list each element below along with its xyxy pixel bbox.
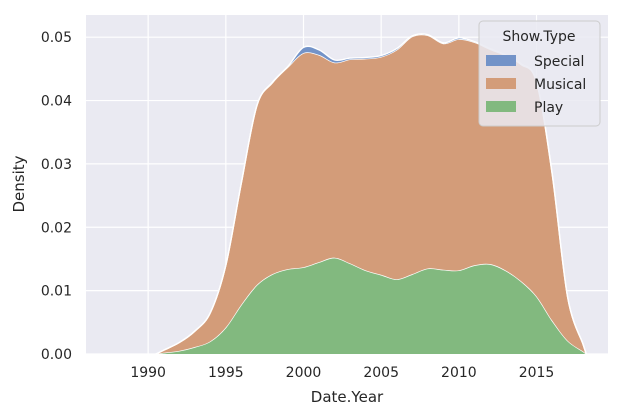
legend-swatch-special xyxy=(486,55,516,66)
y-tick-label: 0.03 xyxy=(41,157,72,173)
legend-swatch-play xyxy=(486,101,516,112)
x-tick-label: 2000 xyxy=(286,365,322,381)
y-tick-label: 0.01 xyxy=(41,284,72,300)
tick-labels: 1990 1995 2000 2005 2010 2015 0.00 0.01 0.02 0.03… xyxy=(41,30,555,381)
legend-label-musical: Musical xyxy=(534,77,586,93)
legend: Show.Type Special Musical Play xyxy=(478,20,601,127)
x-tick-label: 1990 xyxy=(130,365,166,381)
legend-swatch-musical xyxy=(486,78,516,89)
x-tick-label: 2010 xyxy=(441,365,477,381)
x-tick-label: 2015 xyxy=(519,365,555,381)
legend-label-special: Special xyxy=(534,54,584,70)
legend-box xyxy=(478,20,601,127)
x-axis-label: Date.Year xyxy=(311,388,384,406)
y-axis-label: Density xyxy=(10,155,28,212)
y-tick-label: 0.00 xyxy=(41,347,72,363)
legend-label-play: Play xyxy=(534,100,563,116)
y-tick-label: 0.04 xyxy=(41,94,72,110)
x-tick-label: 1995 xyxy=(208,365,244,381)
x-tick-label: 2005 xyxy=(363,365,399,381)
y-tick-label: 0.02 xyxy=(41,220,72,236)
area-play xyxy=(155,257,587,354)
y-tick-label: 0.05 xyxy=(41,30,72,46)
legend-title: Show.Type xyxy=(502,29,575,45)
legend-entries: Special Musical Play xyxy=(486,54,586,116)
